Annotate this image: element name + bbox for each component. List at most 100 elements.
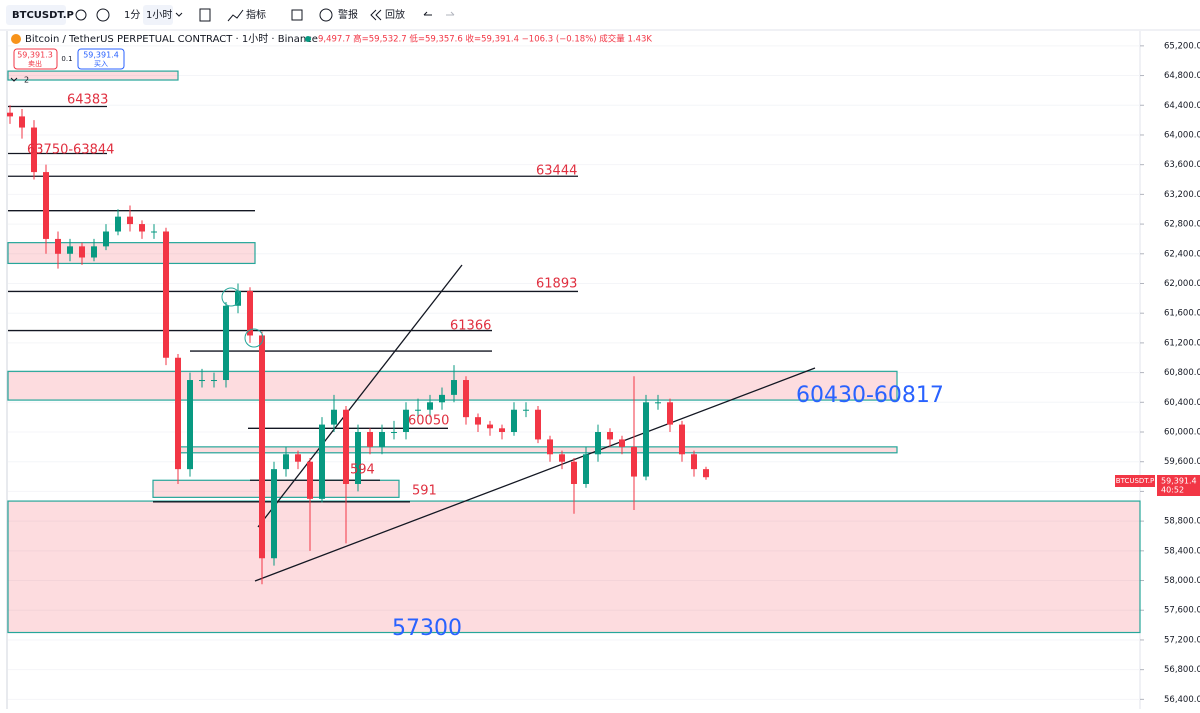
marker-circle [244, 328, 264, 348]
candle-body [295, 454, 301, 462]
interval[interactable]: 1小时 [146, 9, 172, 21]
candle-body [271, 469, 277, 559]
y-tick-label: 62,400.0 [1164, 249, 1200, 259]
candle-body [163, 231, 169, 358]
undo-icon[interactable] [423, 11, 432, 16]
quantity[interactable]: 0.1 [61, 55, 72, 63]
indicators[interactable]: 指标 [246, 8, 266, 21]
alerts[interactable]: 警报 [338, 8, 358, 21]
interval[interactable]: 1分 [124, 9, 140, 21]
candle-body [31, 127, 37, 173]
y-tick-label: 56,400.0 [1164, 695, 1200, 705]
candle-body [427, 402, 433, 410]
candle-body [91, 246, 97, 258]
annotation: 61366 [450, 319, 491, 334]
y-tick-label: 62,000.0 [1164, 279, 1200, 289]
annotation: 63750-63844 [27, 143, 114, 158]
candle-body [595, 432, 601, 455]
candle-body [19, 116, 25, 128]
chart-type-icon[interactable] [199, 8, 211, 22]
price-tag-symbol: BTCUSDT.P [1116, 477, 1154, 485]
sell-label[interactable]: 卖出 [28, 59, 42, 68]
sell-price[interactable]: 59,391.3 [17, 51, 53, 60]
y-tick-label: 63,200.0 [1164, 190, 1200, 200]
symbol-box[interactable] [6, 5, 66, 25]
symbol[interactable]: BTCUSDT.P [12, 10, 74, 21]
add-icon[interactable] [96, 8, 110, 22]
candle-body [463, 380, 469, 418]
candle-body [175, 357, 181, 470]
alert-icon[interactable] [319, 8, 333, 22]
buy-button[interactable] [77, 48, 125, 70]
candle-body [391, 432, 397, 434]
candle-body [319, 424, 325, 499]
candle-body [451, 380, 457, 395]
zone [7, 70, 179, 81]
y-tick-label: 56,800.0 [1164, 665, 1200, 675]
candle-body [439, 394, 445, 403]
annotation: 57300 [392, 616, 462, 641]
candle-body [583, 454, 589, 484]
candle-body [211, 380, 217, 382]
zone [7, 242, 256, 265]
candle-body [691, 454, 697, 470]
buy-label[interactable]: 买入 [94, 60, 108, 68]
candle-body [115, 216, 121, 232]
y-tick-label: 64,400.0 [1164, 101, 1200, 111]
candle-body [79, 246, 85, 258]
candle-body [283, 454, 289, 470]
replay[interactable]: 回放 [385, 8, 405, 21]
y-tick-label: 64,000.0 [1164, 130, 1200, 140]
candle-body [499, 428, 505, 433]
candle-body [367, 432, 373, 447]
price-tag-box [1157, 475, 1200, 496]
candle-body [487, 424, 493, 429]
legend-count: 2 [24, 76, 29, 85]
icon[interactable] [75, 9, 87, 21]
candle-body [247, 290, 253, 336]
marker-circle [221, 287, 241, 307]
candle-body [511, 409, 517, 433]
candle-body [679, 424, 685, 455]
y-tick-label: 65,200.0 [1164, 41, 1200, 51]
candle-body [619, 439, 625, 447]
redo-icon[interactable] [446, 11, 455, 16]
candle-body [355, 432, 361, 484]
plot: 65,200.0 64,800.0 64,400.0 64,000.0 63,600.0… [7, 41, 1200, 705]
y-tick-label: 58,800.0 [1164, 517, 1200, 527]
candle-body [655, 402, 661, 404]
candle-body [55, 238, 61, 254]
candle-body [259, 335, 265, 559]
dropdown-icon[interactable] [175, 12, 183, 17]
sell-button[interactable] [13, 48, 58, 70]
y-tick-label: 60,800.0 [1164, 368, 1200, 378]
candle-body [331, 409, 337, 425]
replay-icon[interactable] [370, 9, 382, 21]
y-tick-label: 61,600.0 [1164, 309, 1200, 319]
candle-body [343, 409, 349, 484]
price-tag-price: 59,391.4 [1161, 477, 1197, 486]
interval-active[interactable] [143, 5, 173, 25]
candle-body [667, 402, 673, 425]
coin-icon [11, 34, 21, 44]
y-tick-label: 58,400.0 [1164, 546, 1200, 556]
trend-line [257, 264, 463, 528]
y-tick-label: 57,600.0 [1164, 606, 1200, 616]
y-tick-label: 60,400.0 [1164, 398, 1200, 408]
candle-body [475, 417, 481, 425]
annotation: 60050 [408, 414, 449, 429]
candle-body [199, 380, 205, 382]
chart-header: Bitcoin / TetherUS PERPETUAL CONTRACT · … [25, 33, 318, 45]
buy-price[interactable]: 59,391.4 [83, 51, 119, 60]
price-tag-symbol-box [1115, 475, 1155, 487]
candle-body [67, 246, 73, 254]
candle-body [103, 231, 109, 247]
candle-body [523, 409, 529, 411]
layout-icon[interactable] [291, 9, 303, 21]
candle-body [151, 231, 157, 233]
indicator-icon[interactable] [227, 9, 244, 22]
collapse-icon[interactable] [10, 77, 18, 82]
candle-body [187, 380, 193, 470]
candle-body [703, 469, 709, 478]
